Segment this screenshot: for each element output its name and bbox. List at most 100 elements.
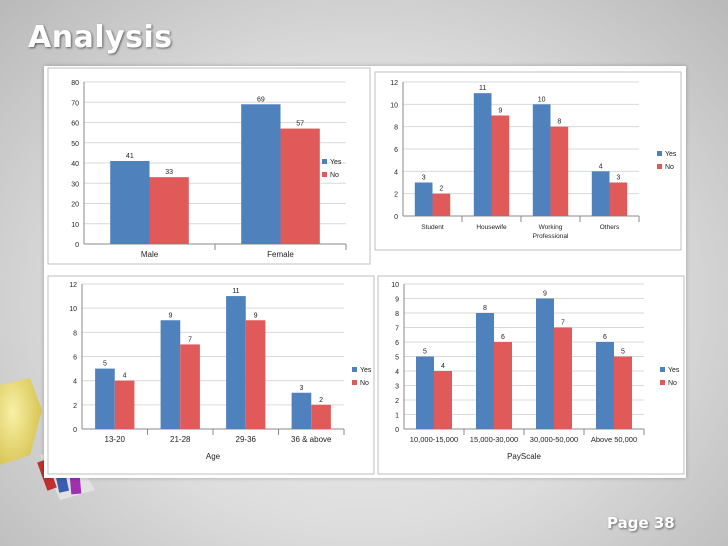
- y-tick-label: 50: [71, 141, 79, 148]
- data-label: 9: [543, 291, 547, 298]
- y-tick-label: 10: [390, 102, 398, 109]
- chart-gender: 0 10 20 30 40 50 60 70 80 41 33 Male 69 57 Female Yes No: [47, 67, 371, 265]
- data-label: 33: [165, 169, 173, 176]
- legend-swatch-no: [352, 380, 357, 385]
- y-tick-label: 3: [395, 384, 399, 391]
- bar-no-others: [609, 182, 628, 216]
- chart-frame: [47, 275, 375, 475]
- bar-yes-others: [591, 171, 610, 216]
- data-label: 69: [257, 96, 265, 103]
- category-label: 30,000-50,000: [530, 435, 578, 444]
- category-label: 15,000-30,000: [470, 435, 518, 444]
- chart-age: 0 2 4 6 8 10 12 5 4 13-20 9 7 21-28 11 9 29-36 3 2 36 & ab…: [47, 275, 375, 475]
- y-tick-label: 60: [71, 121, 79, 128]
- data-label: 6: [603, 334, 607, 341]
- category-label: 29-36: [236, 435, 257, 444]
- y-tick-label: 0: [73, 427, 77, 434]
- x-axis-label: PayScale: [507, 452, 541, 461]
- data-label: 57: [296, 121, 304, 128]
- legend-swatch-yes: [352, 367, 357, 372]
- category-label: Above 50,000: [591, 435, 637, 444]
- data-label: 11: [479, 85, 486, 92]
- legend-label-yes: Yes: [665, 151, 677, 158]
- y-tick-label: 20: [71, 202, 79, 209]
- bar-no-13-20: [114, 380, 135, 429]
- bar-no-housewife: [491, 115, 510, 216]
- data-label: 6: [501, 334, 505, 341]
- chart-frame: [374, 71, 682, 251]
- data-label: 5: [423, 349, 427, 356]
- data-label: 8: [483, 305, 487, 312]
- category-label: Housewife: [476, 224, 507, 231]
- bar-yes-above-50-000: [596, 342, 614, 429]
- bar-yes-21-28: [160, 320, 181, 429]
- data-label: 9: [498, 108, 502, 115]
- y-tick-label: 6: [73, 355, 77, 362]
- y-tick-label: 0: [75, 242, 79, 249]
- data-label: 10: [538, 96, 546, 103]
- legend-swatch-yes: [657, 151, 662, 156]
- bar-no-male: [149, 177, 189, 244]
- data-label: 4: [123, 373, 127, 380]
- bar-yes-10-000-15-000: [416, 356, 434, 429]
- data-label: 8: [557, 119, 561, 126]
- data-label: 4: [599, 163, 603, 170]
- y-tick-label: 5: [395, 355, 399, 362]
- legend-swatch-no: [322, 172, 327, 177]
- bar-yes-30-000-50-000: [536, 298, 554, 429]
- bar-yes-male: [110, 160, 150, 244]
- y-tick-label: 40: [71, 161, 79, 168]
- y-tick-label: 7: [395, 326, 399, 333]
- legend-swatch-yes: [322, 159, 327, 164]
- legend-label-no: No: [330, 172, 339, 179]
- y-tick-label: 10: [391, 282, 399, 289]
- legend-swatch-yes: [660, 367, 665, 372]
- bar-no-15-000-30-000: [494, 342, 512, 429]
- legend-swatch-no: [660, 380, 665, 385]
- category-label: Student: [421, 224, 444, 231]
- chart-payscale: 0 1 2 3 4 5 6 7 8 9 10 5 4 10,000-15,000 8 6 15,000-30,0…: [377, 275, 685, 475]
- data-label: 7: [561, 320, 565, 327]
- bar-yes-13-20: [95, 368, 115, 429]
- legend-label-no: No: [360, 380, 369, 387]
- category-label: 13-20: [105, 435, 126, 444]
- bar-no-female: [280, 128, 320, 244]
- bar-no-student: [432, 193, 451, 216]
- data-label: 5: [621, 349, 625, 356]
- data-label: 5: [103, 361, 107, 368]
- y-tick-label: 6: [395, 340, 399, 347]
- bar-yes-29-36: [226, 296, 246, 429]
- category-label: 10,000-15,000: [410, 435, 458, 444]
- legend-label-yes: Yes: [360, 367, 372, 374]
- bar-yes-15-000-30-000: [476, 313, 494, 429]
- bar-no-21-28: [180, 344, 200, 429]
- data-label: 4: [441, 363, 445, 370]
- category-label: Professional: [533, 233, 569, 240]
- y-tick-label: 4: [395, 369, 399, 376]
- legend-label-yes: Yes: [668, 367, 680, 374]
- y-tick-label: 4: [394, 169, 398, 176]
- bar-no-36-above: [311, 404, 331, 429]
- data-label: 2: [439, 186, 443, 193]
- y-tick-label: 9: [395, 297, 399, 304]
- y-tick-label: 2: [394, 192, 398, 199]
- bar-yes-female: [241, 104, 281, 245]
- y-tick-label: 4: [73, 379, 77, 386]
- bar-no-above-50-000: [614, 356, 632, 429]
- y-tick-label: 8: [394, 125, 398, 132]
- data-label: 7: [188, 336, 192, 343]
- data-label: 9: [254, 312, 258, 319]
- data-label: 2: [319, 397, 323, 404]
- y-tick-label: 2: [395, 398, 399, 405]
- legend-swatch-no: [657, 164, 662, 169]
- bar-yes-student: [414, 182, 433, 216]
- y-tick-label: 0: [395, 427, 399, 434]
- chart-occupation: 0 2 4 6 8 10 12 3 2 Student 11 9 Housewife 10 8 Working…: [374, 71, 682, 251]
- bar-no-10-000-15-000: [434, 371, 452, 429]
- y-tick-label: 10: [69, 306, 77, 313]
- y-tick-label: 30: [71, 181, 79, 188]
- data-label: 3: [616, 175, 620, 182]
- data-label: 3: [422, 175, 426, 182]
- y-tick-label: 1: [395, 413, 399, 420]
- y-tick-label: 6: [394, 147, 398, 154]
